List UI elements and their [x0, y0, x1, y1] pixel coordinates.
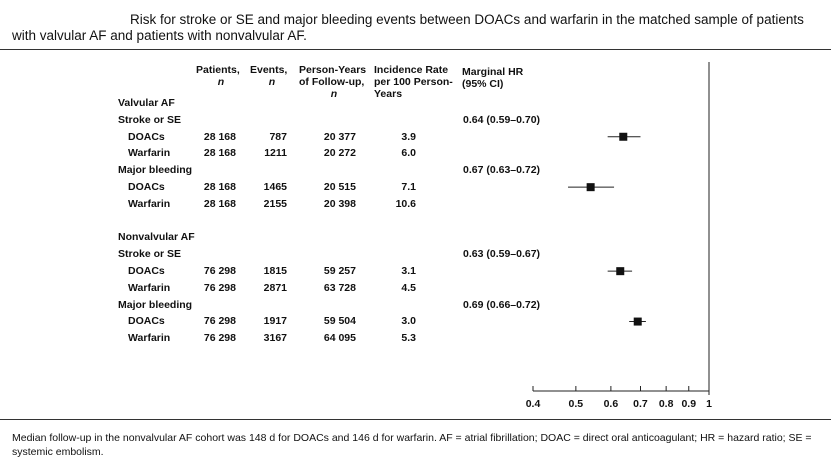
cell-person-years: 63 728 — [323, 281, 356, 294]
group-label: Valvular AF — [118, 97, 175, 109]
x-tick-label: 0.7 — [633, 398, 648, 410]
cell-events: 1465 — [263, 181, 287, 193]
bottom-rule — [0, 419, 831, 420]
cell-person-years: 64 095 — [323, 332, 356, 345]
cell-events: 2155 — [263, 197, 287, 210]
cell-incidence: 10.6 — [395, 197, 416, 210]
x-tick-label: 0.4 — [526, 398, 541, 410]
cell-incidence: 6.0 — [401, 147, 416, 160]
outcome-label: Stroke or SE — [118, 248, 182, 261]
x-tick-label: 0.9 — [681, 398, 696, 410]
cell-person-years: 20 515 — [323, 181, 356, 193]
cell-incidence: 3.1 — [401, 265, 416, 277]
cell-patients: 76 298 — [203, 332, 236, 345]
cell-events: 2871 — [263, 281, 287, 294]
cell-person-years: 20 272 — [323, 147, 356, 160]
outcome-label: Major bleeding — [118, 298, 193, 311]
cell-events: 1211 — [264, 147, 287, 160]
hr-marker — [616, 267, 625, 276]
cell-person-years: 59 504 — [323, 315, 356, 328]
header-hr: Marginal HR (95% CI) — [462, 66, 524, 90]
treatment-label: DOACs — [128, 315, 165, 328]
cell-patients: 76 298 — [203, 265, 236, 277]
header-events: Events, n — [250, 64, 288, 88]
cell-person-years: 20 377 — [323, 130, 356, 143]
x-tick-label: 0.8 — [659, 398, 674, 410]
treatment-label: DOACs — [128, 181, 165, 193]
cell-patients: 28 168 — [203, 147, 236, 160]
cell-patients: 76 298 — [203, 315, 236, 328]
x-tick-label: 0.5 — [569, 398, 584, 410]
cell-patients: 28 168 — [203, 197, 236, 210]
hr-marker — [619, 132, 628, 141]
treatment-label: DOACs — [128, 130, 165, 143]
cell-incidence: 7.1 — [401, 181, 416, 193]
cell-incidence: 4.5 — [401, 281, 416, 294]
cell-events: 1917 — [263, 315, 287, 328]
treatment-label: Warfarin — [128, 197, 171, 210]
header-incidence: Incidence Rate per 100 Person- Years — [374, 64, 453, 100]
cell-events: 787 — [269, 130, 287, 143]
hr-value: 0.63 (0.59–0.67) — [463, 248, 541, 261]
hr-value: 0.64 (0.59–0.70) — [463, 113, 541, 126]
treatment-label: DOACs — [128, 265, 165, 277]
cell-patients: 28 168 — [203, 181, 236, 193]
footnote: Median follow-up in the nonvalvular AF c… — [12, 432, 812, 458]
cell-patients: 76 298 — [203, 281, 236, 294]
group-label: Nonvalvular AF — [118, 231, 195, 244]
cell-events: 3167 — [263, 332, 287, 345]
figure-title: Risk for stroke or SE and major bleeding… — [12, 12, 804, 43]
header-person-years: Person-Years of Follow-up, n — [299, 64, 367, 100]
hr-marker — [586, 183, 595, 192]
outcome-label: Stroke or SE — [118, 113, 182, 126]
treatment-label: Warfarin — [128, 147, 171, 160]
x-tick-label: 1 — [706, 398, 712, 410]
top-rule — [0, 49, 831, 50]
cell-incidence: 5.3 — [401, 332, 416, 345]
cell-incidence: 3.9 — [401, 130, 416, 143]
cell-person-years: 59 257 — [323, 265, 356, 277]
cell-events: 1815 — [263, 265, 287, 277]
treatment-label: Warfarin — [128, 281, 171, 294]
hr-value: 0.69 (0.66–0.72) — [463, 298, 541, 311]
treatment-label: Warfarin — [128, 332, 171, 345]
outcome-label: Major bleeding — [118, 164, 193, 177]
cell-patients: 28 168 — [203, 130, 236, 143]
cell-person-years: 20 398 — [323, 197, 356, 210]
cell-incidence: 3.0 — [401, 315, 416, 328]
x-tick-label: 0.6 — [604, 398, 619, 410]
hr-value: 0.67 (0.63–0.72) — [463, 164, 541, 177]
hr-marker — [633, 317, 642, 326]
header-patients: Patients, n — [196, 64, 240, 88]
